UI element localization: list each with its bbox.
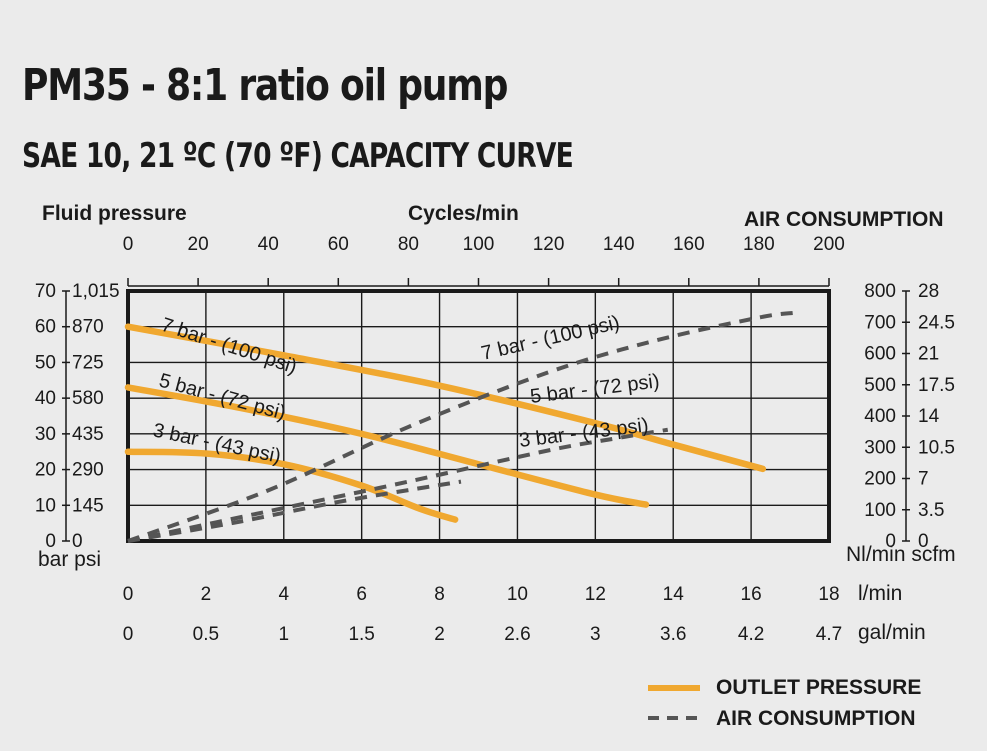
left-psi-label-2: 725 bbox=[72, 352, 104, 373]
legend: OUTLET PRESSURE AIR CONSUMPTION bbox=[648, 676, 921, 730]
left-bar-label-6: 10 bbox=[35, 495, 56, 516]
bottom-gal-label-4: 2 bbox=[434, 624, 445, 645]
left-psi-label-6: 145 bbox=[72, 495, 104, 516]
bottom-lmin-label-9: 18 bbox=[818, 584, 839, 605]
left-psi-label-3: 580 bbox=[72, 388, 104, 409]
plot-frame bbox=[126, 289, 831, 543]
right-scfm-label-8: 0 bbox=[918, 531, 929, 552]
top-axis-title: Cycles/min bbox=[408, 202, 519, 225]
bottom-gal-label-2: 1 bbox=[278, 624, 289, 645]
left-bar-label-1: 60 bbox=[35, 317, 56, 338]
right-nl-label-8: 0 bbox=[885, 531, 896, 552]
right-scfm-label-4: 14 bbox=[918, 406, 940, 427]
top-tick-label-10: 200 bbox=[813, 234, 845, 255]
legend-air-label: AIR CONSUMPTION bbox=[716, 707, 916, 730]
legend-outlet-label: OUTLET PRESSURE bbox=[716, 676, 921, 699]
air-curve-4 bbox=[127, 427, 669, 543]
right-scfm-label-6: 7 bbox=[918, 469, 929, 490]
left-bar-label-0: 70 bbox=[35, 281, 56, 302]
top-tick-label-1: 20 bbox=[188, 234, 209, 255]
bottom-lmin-label-6: 12 bbox=[585, 584, 606, 605]
right-scfm-label-3: 17.5 bbox=[918, 375, 955, 396]
bottom-gal-label-8: 4.2 bbox=[738, 624, 764, 645]
right-nl-label-4: 400 bbox=[864, 406, 896, 427]
left-psi-label-1: 870 bbox=[72, 317, 104, 338]
bottom-lmin-label-7: 14 bbox=[663, 584, 685, 605]
right-scfm-label-7: 3.5 bbox=[918, 500, 944, 521]
right-nl-label-0: 800 bbox=[864, 281, 896, 302]
bottom-lmin-label-0: 0 bbox=[123, 584, 134, 605]
bottom-lmin-label-1: 2 bbox=[201, 584, 212, 605]
left-psi-label-4: 435 bbox=[72, 424, 104, 445]
chart-title: PM35 - 8:1 ratio oil pump bbox=[22, 60, 508, 111]
right-nl-label-7: 100 bbox=[864, 500, 896, 521]
left-axis-title: Fluid pressure bbox=[42, 202, 187, 225]
air-curve-5 bbox=[127, 479, 462, 543]
right-scfm-label-1: 24.5 bbox=[918, 312, 955, 333]
bottom-axis-unit-gal: gal/min bbox=[858, 621, 926, 644]
left-psi-label-5: 290 bbox=[72, 460, 104, 481]
left-psi-label-7: 0 bbox=[72, 531, 83, 552]
bottom-gal-label-9: 4.7 bbox=[816, 624, 842, 645]
left-bar-label-4: 30 bbox=[35, 424, 56, 445]
right-scfm-label-2: 21 bbox=[918, 344, 939, 365]
bottom-lmin-label-3: 6 bbox=[356, 584, 367, 605]
bottom-lmin-label-8: 16 bbox=[741, 584, 762, 605]
right-axis-units: Nl/min scfm bbox=[846, 543, 956, 566]
bottom-gal-label-3: 1.5 bbox=[348, 624, 374, 645]
left-axis-units: bar psi bbox=[38, 548, 101, 571]
bottom-gal-label-0: 0 bbox=[123, 624, 134, 645]
left-psi-label-0: 1,015 bbox=[72, 281, 120, 302]
top-tick-label-7: 140 bbox=[603, 234, 635, 255]
left-bar-label-3: 40 bbox=[35, 388, 56, 409]
bottom-gal-label-5: 2.6 bbox=[504, 624, 530, 645]
top-tick-label-3: 60 bbox=[328, 234, 349, 255]
top-tick-label-2: 40 bbox=[258, 234, 279, 255]
right-nl-label-1: 700 bbox=[864, 312, 896, 333]
axis-labels: Fluid pressure Cycles/min AIR CONSUMPTIO… bbox=[38, 202, 956, 644]
bottom-gal-label-6: 3 bbox=[590, 624, 601, 645]
outlet-curve-1 bbox=[124, 384, 650, 508]
top-tick-label-8: 160 bbox=[673, 234, 705, 255]
bottom-gal-label-1: 0.5 bbox=[193, 624, 219, 645]
bottom-lmin-label-4: 8 bbox=[434, 584, 445, 605]
chart-subtitle: SAE 10, 21 ºC (70 ºF) CAPACITY CURVE bbox=[22, 136, 574, 176]
right-axis-title: AIR CONSUMPTION bbox=[744, 208, 944, 231]
left-bar-label-2: 50 bbox=[35, 352, 56, 373]
top-tick-label-4: 80 bbox=[398, 234, 419, 255]
bottom-lmin-label-2: 4 bbox=[278, 584, 289, 605]
top-tick-label-0: 0 bbox=[123, 234, 134, 255]
right-scfm-label-5: 10.5 bbox=[918, 437, 955, 458]
bottom-axis-unit-lmin: l/min bbox=[858, 582, 902, 605]
right-nl-label-2: 600 bbox=[864, 344, 896, 365]
top-tick-label-5: 100 bbox=[463, 234, 495, 255]
right-scfm-label-0: 28 bbox=[918, 281, 939, 302]
right-nl-label-6: 200 bbox=[864, 469, 896, 490]
bottom-lmin-label-5: 10 bbox=[507, 584, 528, 605]
right-nl-label-3: 500 bbox=[864, 375, 896, 396]
left-bar-label-5: 20 bbox=[35, 460, 56, 481]
right-nl-label-5: 300 bbox=[864, 437, 896, 458]
bottom-gal-label-7: 3.6 bbox=[660, 624, 686, 645]
air-curve-3 bbox=[127, 310, 795, 543]
left-bar-label-7: 0 bbox=[45, 531, 56, 552]
top-tick-label-6: 120 bbox=[533, 234, 565, 255]
outlet-curve-0 bbox=[124, 323, 767, 473]
top-tick-label-9: 180 bbox=[743, 234, 775, 255]
series-lines bbox=[124, 310, 795, 543]
plot-frame-rect bbox=[126, 289, 831, 543]
